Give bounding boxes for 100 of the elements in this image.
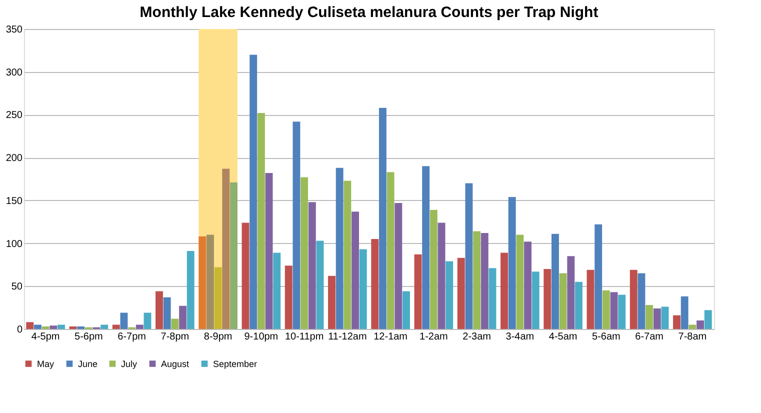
bar <box>618 294 626 329</box>
y-tick-label: 50 <box>11 282 23 293</box>
bar <box>50 326 58 329</box>
x-tick-label: 12-1am <box>374 332 408 342</box>
legend-label: September <box>213 358 258 369</box>
y-tick-label: 150 <box>6 196 23 207</box>
bar <box>646 305 654 329</box>
bar <box>300 177 308 329</box>
bar <box>673 315 680 329</box>
bar <box>273 252 281 329</box>
legend-label: June <box>78 358 98 369</box>
bar <box>242 222 250 329</box>
x-tick-label: 3-4am <box>506 332 534 342</box>
y-tick-label: 300 <box>6 67 23 78</box>
bar <box>524 242 532 329</box>
bar <box>544 269 552 329</box>
x-tick-label: 10-11pm <box>284 332 324 342</box>
x-tick-label: 11-12am <box>328 332 367 342</box>
bar <box>336 168 344 329</box>
bar <box>516 234 524 329</box>
y-tick-label: 100 <box>6 238 23 250</box>
bar <box>422 166 430 329</box>
bar <box>532 272 540 329</box>
bar <box>69 326 77 329</box>
bar <box>144 312 152 329</box>
x-tick-label: 6-7pm <box>118 332 146 342</box>
bar <box>120 312 128 329</box>
bar <box>230 182 238 329</box>
bar <box>638 273 646 329</box>
bar <box>567 256 575 329</box>
bar <box>386 172 394 329</box>
bar <box>704 310 712 329</box>
bar <box>602 290 610 329</box>
x-tick-label: 6-7am <box>635 332 664 342</box>
bar <box>308 202 316 329</box>
x-tick-label: 5-6am <box>592 332 620 342</box>
x-tick-label: 2-3am <box>462 332 491 342</box>
bar <box>34 324 42 329</box>
x-tick-label: 7-8pm <box>160 332 190 342</box>
bar <box>559 273 567 329</box>
bar <box>508 197 516 329</box>
x-tick-label: 9-10pm <box>244 332 278 342</box>
x-tick-label: 5-6pm <box>74 332 103 342</box>
bar <box>112 324 120 329</box>
bar <box>214 267 222 329</box>
legend-label: August <box>161 358 190 369</box>
y-tick-label: 200 <box>6 153 23 164</box>
bar <box>359 249 367 329</box>
bar <box>265 173 273 329</box>
bar <box>186 251 194 329</box>
bar <box>284 266 292 329</box>
bar <box>465 183 473 329</box>
bar <box>292 122 300 329</box>
bar <box>250 54 258 329</box>
chart-title: Monthly Lake Kennedy Culiseta melanura Counts per Trap Night <box>140 4 598 21</box>
bar <box>198 236 206 329</box>
bar <box>394 203 402 329</box>
bar <box>58 324 65 329</box>
bar <box>136 324 144 329</box>
bar <box>222 168 230 329</box>
bar <box>378 108 386 329</box>
bar <box>42 326 50 329</box>
bar <box>480 233 488 329</box>
bar <box>402 291 410 329</box>
bar <box>171 318 179 329</box>
bar <box>100 324 108 329</box>
x-tick-label: 7-8am <box>678 332 707 342</box>
bar <box>457 258 465 329</box>
bar <box>661 306 669 329</box>
x-tick-label: 1-2am <box>420 332 448 342</box>
bar <box>156 291 163 329</box>
bar <box>77 326 85 329</box>
legend-label: May <box>37 358 54 369</box>
bar <box>316 240 324 329</box>
bar <box>551 234 559 329</box>
bar <box>26 322 34 329</box>
x-tick-label: 4-5am <box>548 332 578 342</box>
y-tick-label: 250 <box>6 110 23 122</box>
y-tick-label: 0 <box>16 324 23 336</box>
bar <box>586 270 594 329</box>
x-tick-label: 8-9pm <box>204 332 232 342</box>
bar <box>328 276 336 329</box>
bar <box>680 296 688 329</box>
y-tick-label: 350 <box>6 24 23 36</box>
bar <box>179 306 187 329</box>
bar <box>371 239 379 329</box>
bar <box>352 212 360 329</box>
bar <box>438 222 446 329</box>
bar <box>414 254 422 329</box>
bar <box>473 231 481 329</box>
bar <box>430 210 438 329</box>
bar <box>488 268 496 329</box>
bar <box>163 297 171 329</box>
bar <box>653 308 661 329</box>
bar <box>688 324 696 329</box>
bar <box>257 113 265 329</box>
bar <box>594 224 602 329</box>
bar <box>446 261 454 329</box>
bar <box>344 180 352 329</box>
bar <box>630 270 638 329</box>
